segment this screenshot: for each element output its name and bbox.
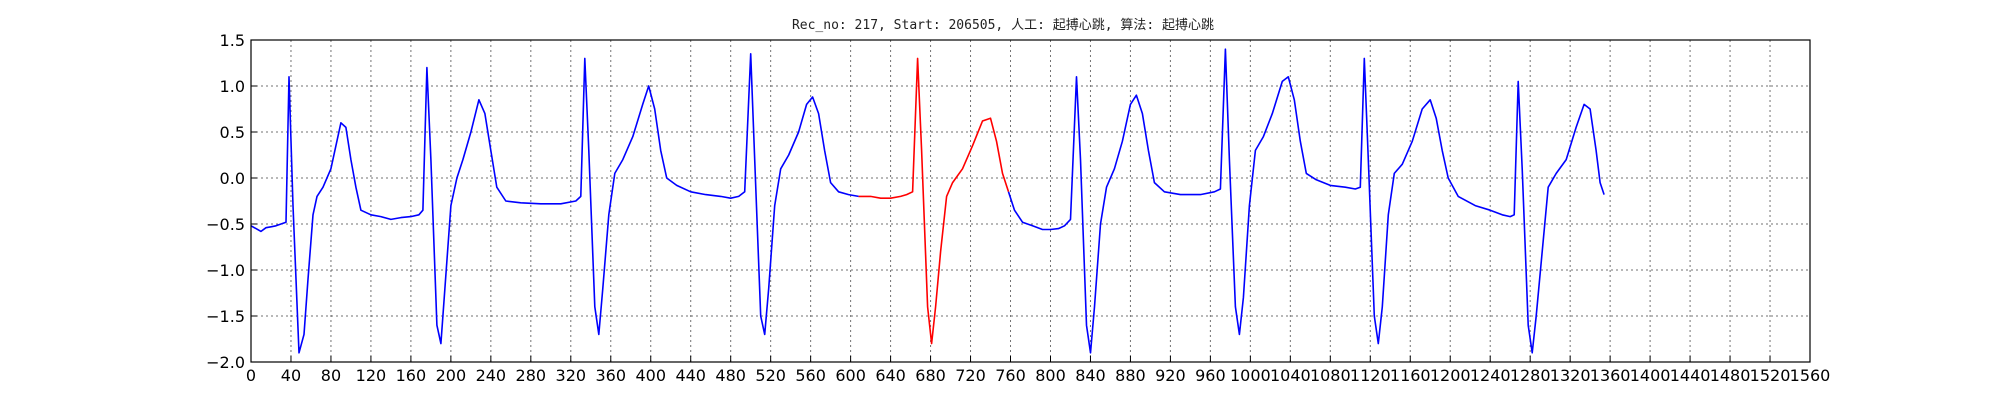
x-tick-label: 1160 xyxy=(1390,366,1431,385)
x-tick-label: 1120 xyxy=(1350,366,1391,385)
x-tick-label: 360 xyxy=(595,366,626,385)
x-tick-label: 1360 xyxy=(1590,366,1631,385)
ecg-series-line-2 xyxy=(858,57,1010,345)
x-tick-label: 0 xyxy=(246,366,256,385)
x-tick-label: 560 xyxy=(795,366,826,385)
x-tick-label: 160 xyxy=(396,366,427,385)
x-tick-label: 840 xyxy=(1075,366,1106,385)
x-tick-label: 400 xyxy=(635,366,666,385)
x-tick-label: 1320 xyxy=(1550,366,1591,385)
x-tick-label: 920 xyxy=(1155,366,1186,385)
x-tick-label: 760 xyxy=(995,366,1026,385)
x-tick-label: 480 xyxy=(715,366,746,385)
y-tick-label: 1.0 xyxy=(220,77,245,96)
x-tick-label: 1040 xyxy=(1270,366,1311,385)
y-tick-label: 0.0 xyxy=(220,169,245,188)
x-tick-label: 40 xyxy=(281,366,301,385)
x-tick-label: 440 xyxy=(675,366,706,385)
x-tick-label: 240 xyxy=(476,366,507,385)
x-tick-label: 200 xyxy=(436,366,467,385)
x-tick-label: 680 xyxy=(915,366,946,385)
x-tick-label: 1080 xyxy=(1310,366,1351,385)
plot-frame xyxy=(250,39,1811,363)
x-tick-label: 1240 xyxy=(1470,366,1511,385)
x-axis: 0 40 80 120 160 200 240 280 320 360 400 440 480 520 56… xyxy=(246,356,1830,385)
x-tick-label: 1520 xyxy=(1750,366,1791,385)
grid xyxy=(251,40,1810,362)
y-tick-label: −1.0 xyxy=(206,261,245,280)
x-tick-label: 880 xyxy=(1115,366,1146,385)
y-tick-label: −0.5 xyxy=(206,215,245,234)
x-tick-label: 80 xyxy=(321,366,341,385)
x-tick-label: 1280 xyxy=(1510,366,1551,385)
x-tick-label: 960 xyxy=(1195,366,1226,385)
x-tick-label: 1200 xyxy=(1430,366,1471,385)
x-tick-label: 320 xyxy=(556,366,587,385)
ecg-series-line-1 xyxy=(250,53,859,354)
y-axis: −2.0 −1.5 −1.0 −0.5 0.0 0.5 1.0 1.5 xyxy=(206,31,257,372)
chart-title: Rec_no: 217, Start: 206505, 人工: 起搏心跳, 算法… xyxy=(792,17,1214,33)
x-tick-label: 520 xyxy=(755,366,786,385)
ecg-series-line-3 xyxy=(1007,48,1605,354)
x-tick-label: 600 xyxy=(835,366,866,385)
x-tick-label: 1560 xyxy=(1790,366,1831,385)
x-tick-label: 1400 xyxy=(1630,366,1671,385)
x-tick-label: 1440 xyxy=(1670,366,1711,385)
x-tick-label: 1480 xyxy=(1710,366,1751,385)
y-tick-label: −1.5 xyxy=(206,307,245,326)
series-layer xyxy=(250,48,1605,354)
y-tick-label: 0.5 xyxy=(220,123,245,142)
x-tick-label: 800 xyxy=(1035,366,1066,385)
y-tick-label: −2.0 xyxy=(206,353,245,372)
y-tick-label: 1.5 xyxy=(220,31,245,50)
x-tick-label: 280 xyxy=(516,366,547,385)
x-tick-label: 640 xyxy=(875,366,906,385)
x-tick-label: 1000 xyxy=(1230,366,1271,385)
x-tick-label: 120 xyxy=(356,366,387,385)
x-tick-label: 720 xyxy=(955,366,986,385)
